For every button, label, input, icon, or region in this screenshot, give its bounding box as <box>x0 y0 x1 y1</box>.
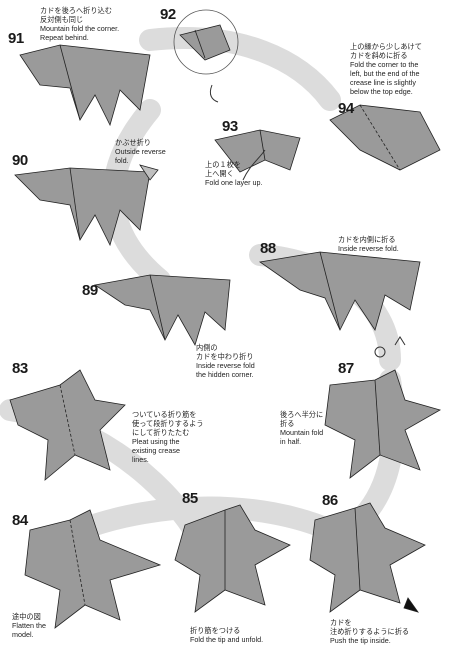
caption-step-85: 折り筋をつける Fold the tip and unfold. <box>190 626 264 644</box>
step-number-84: 84 <box>12 512 28 529</box>
step-number-89: 89 <box>82 282 98 299</box>
zoom-circle <box>173 9 239 75</box>
model-step-84 <box>24 509 162 629</box>
caption-step-88: カドを内側に折る Inside reverse fold. <box>338 235 399 253</box>
model-step-83 <box>9 369 126 481</box>
model-step-94 <box>329 104 441 171</box>
caption-step-89: 内側の カドを中わり折り Inside reverse fold the hidde… <box>196 343 255 379</box>
model-step-93 <box>214 129 301 173</box>
step-number-92: 92 <box>160 6 176 23</box>
caption-step-94: 上の縁から少しあけて カドを斜めに折る Fold the corner to th… <box>350 42 422 96</box>
caption-step-90: かぶせ折り Outside reverse fold. <box>115 138 166 165</box>
model-step-89 <box>93 274 231 347</box>
model-step-91 <box>19 44 151 127</box>
step-number-87: 87 <box>338 360 354 377</box>
model-step-85 <box>174 504 291 613</box>
caption-step-91: カドを後ろへ折り込む 反対側も同じ Mountain fold the corne… <box>40 6 120 42</box>
rotation-arrows <box>209 84 406 358</box>
caption-step-87: 後ろへ半分に 折る Mountain fold in half. <box>280 410 324 446</box>
model-step-92 <box>179 24 231 61</box>
step-number-94: 94 <box>338 100 354 117</box>
caption-step-86: カドを 注め折りするように折る Push the tip inside. <box>330 618 410 645</box>
model-step-88 <box>258 251 421 331</box>
caption-step-93: 上の１枚を 上へ開く Fold one layer up. <box>205 160 263 187</box>
caption-step-84: 途中の図 Flatten the model. <box>12 612 46 639</box>
model-step-86 <box>309 502 426 613</box>
step-number-86: 86 <box>322 492 338 509</box>
model-step-90 <box>14 164 159 247</box>
step-number-83: 83 <box>12 360 28 377</box>
caption-step-83: ついている折り筋を 使って段折りするよう にして折りたたむ Pleat using … <box>132 410 204 464</box>
step-number-85: 85 <box>182 490 198 507</box>
step-number-93: 93 <box>222 118 238 135</box>
step-number-88: 88 <box>260 240 276 257</box>
step-number-91: 91 <box>8 30 24 47</box>
model-step-87 <box>324 369 442 479</box>
step-number-90: 90 <box>12 152 28 169</box>
